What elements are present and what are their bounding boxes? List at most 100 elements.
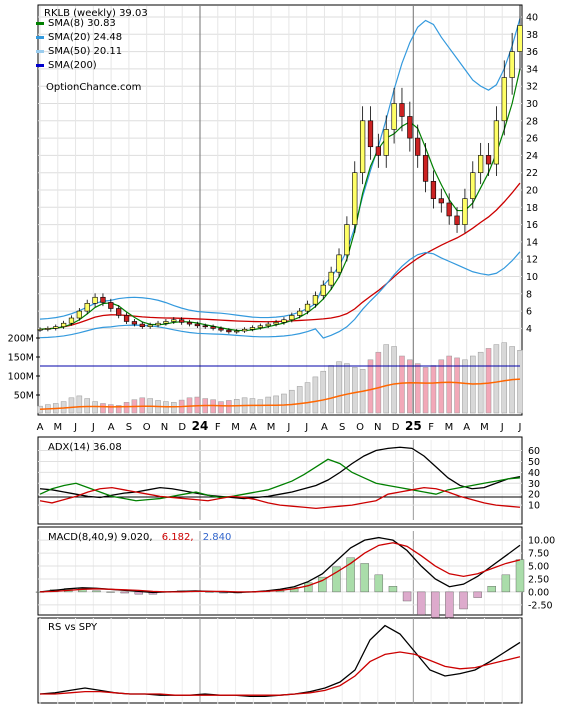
candle-body <box>155 322 161 326</box>
volume-bar <box>375 351 382 414</box>
volume-bar <box>336 361 342 414</box>
volume-bar <box>446 355 452 414</box>
panel-tick-label: 30 <box>528 479 540 490</box>
candle-body <box>163 321 169 324</box>
macd-histogram-bar <box>304 582 313 593</box>
candle-body <box>344 224 350 256</box>
volume-tick-label: 150M <box>8 353 34 364</box>
volume-bar <box>289 389 295 414</box>
candle-body <box>37 328 43 331</box>
series-line <box>39 458 521 502</box>
volume-bar <box>351 367 358 414</box>
x-tick-label: M <box>267 422 276 433</box>
candle-body <box>485 155 492 165</box>
price-tick-label: 38 <box>526 30 538 41</box>
candle-body <box>147 324 153 327</box>
macd-signal-value: 6.182, <box>162 532 194 543</box>
x-tick-label: S <box>339 422 345 433</box>
volume-bar <box>68 397 75 414</box>
price-tick-label: 20 <box>526 186 538 197</box>
panel-tick-label: 5.00 <box>528 562 549 573</box>
macd-y-axis: 10.00 7.50 5.002.50 0.00 -2.50 <box>528 536 555 612</box>
volume-bar <box>501 342 508 414</box>
volume-bar <box>115 405 122 414</box>
panel-tick-label: 10.00 <box>528 536 555 547</box>
x-tick-label: 25 <box>405 419 422 433</box>
volume-bar <box>328 365 334 414</box>
candle-body <box>509 51 515 78</box>
volume-bar <box>422 367 429 414</box>
volume-bar <box>312 376 319 414</box>
volume-bar <box>485 348 492 414</box>
series-line <box>39 542 521 593</box>
volume-bar <box>281 393 287 414</box>
x-tick-label: A <box>108 422 115 433</box>
candle-body <box>226 329 232 333</box>
macd-histogram-bar <box>332 566 341 593</box>
candle-body <box>352 172 358 225</box>
candle-body <box>234 330 240 333</box>
macd-histogram-bar <box>515 559 525 593</box>
rs-lines <box>39 624 521 698</box>
adx-panel-frame <box>37 436 523 525</box>
legend-swatch <box>36 50 44 53</box>
candle-body <box>470 172 476 199</box>
candle-body <box>218 328 224 331</box>
x-tick-label: F <box>428 422 434 433</box>
adx-lines <box>39 446 521 510</box>
volume-bar <box>171 402 177 414</box>
volume-bar <box>108 404 114 414</box>
x-tick-label: M <box>445 422 454 433</box>
candle-body <box>422 155 429 182</box>
price-tick-label: 14 <box>526 237 538 248</box>
volume-bar <box>430 365 437 414</box>
price-tick-label: 18 <box>526 203 538 214</box>
volume-bar <box>438 359 445 414</box>
x-tick-label: D <box>392 422 400 433</box>
x-tick-label: F <box>215 422 221 433</box>
volume-tick-label: 200M <box>8 334 34 345</box>
volume-y-axis: 200M 150M 100M 50M <box>8 334 40 402</box>
candle-body <box>84 303 90 312</box>
x-tick-label: A <box>463 422 470 433</box>
price-tick-label: 30 <box>526 99 538 110</box>
macd-histogram-bar <box>346 557 355 593</box>
macd-panel: 10.00 7.50 5.002.50 0.00 -2.50 MACD(8,40,9) … <box>35 526 555 621</box>
macd-histogram-bar <box>487 586 496 593</box>
candle-body <box>186 322 193 325</box>
x-axis: A M J J A S O N D 24 F M A M J J A S O N D 25 F M A M J J <box>37 419 522 433</box>
candle-body <box>139 323 145 327</box>
volume-ma-line <box>39 378 521 410</box>
macd-histogram-bar <box>318 576 327 593</box>
candle-body <box>60 322 67 327</box>
legend-swatch <box>36 22 44 25</box>
x-tick-label: J <box>518 422 522 433</box>
macd-histogram-bar <box>431 591 440 621</box>
x-tick-label: J <box>304 422 308 433</box>
x-tick-label: S <box>126 422 132 433</box>
volume-bar <box>477 351 484 414</box>
macd-histogram-bar <box>501 574 511 593</box>
price-tick-label: 32 <box>526 82 538 93</box>
volume-bar <box>210 399 216 414</box>
candle-body <box>273 322 279 325</box>
macd-title: MACD(8,40,9) 9.020, 6.182, 2.840 <box>48 532 231 543</box>
panel-tick-label: 7.50 <box>528 549 549 560</box>
candle-body <box>53 326 59 329</box>
volume-bar <box>383 344 389 414</box>
candle-body <box>375 146 381 156</box>
candle-body <box>100 296 106 303</box>
candle-body <box>367 120 374 148</box>
volume-bar <box>454 357 460 414</box>
macd-histogram-bar <box>374 574 384 593</box>
macd-histogram-bar <box>106 591 115 593</box>
candle-body <box>108 302 114 309</box>
candle-body <box>501 77 507 122</box>
x-tick-label: J <box>73 422 77 433</box>
volume-bar <box>304 382 311 414</box>
candlesticks <box>37 5 523 334</box>
candle-body <box>517 25 523 52</box>
price-tick-label: 6 <box>526 307 532 318</box>
